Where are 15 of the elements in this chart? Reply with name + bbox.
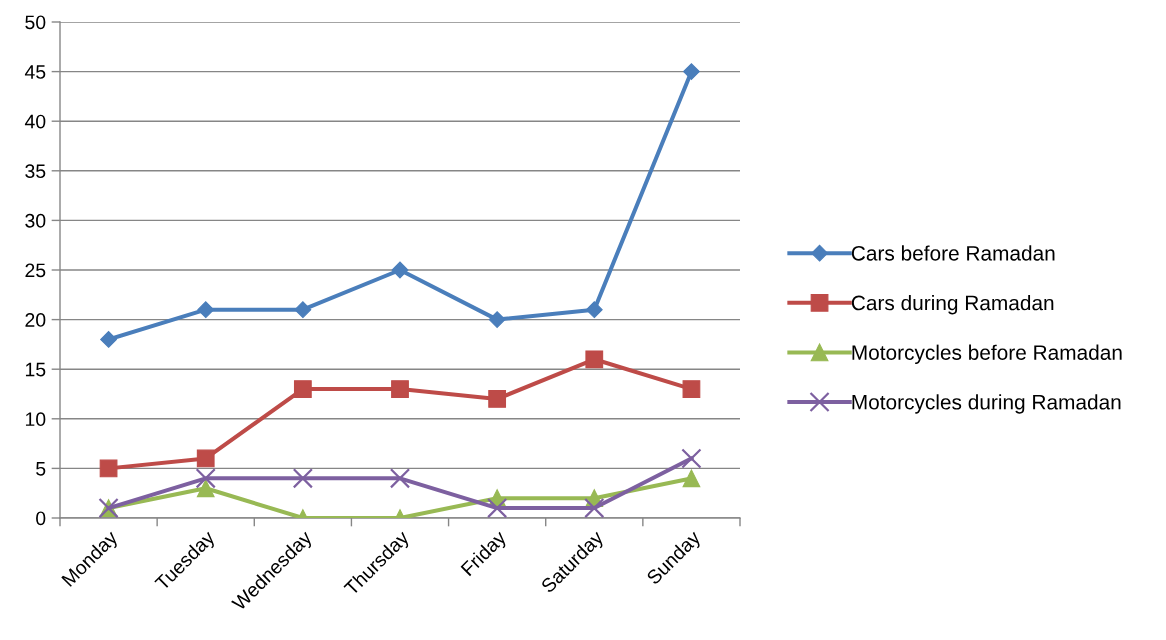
y-tick-label: 50 [25, 15, 46, 30]
y-tick-label: 45 [24, 65, 46, 79]
legend-label: Cars during Ramadan [851, 295, 1054, 315]
y-tick-label: 25 [25, 263, 46, 278]
y-tick-label: 0 [36, 511, 46, 526]
legend-label: Motorcycles during Ramadan [852, 394, 1121, 414]
legend-label: Cars before Ramadan [851, 245, 1055, 261]
y-tick-label: 35 [25, 164, 46, 179]
y-tick-label: 10 [25, 412, 46, 427]
y-tick-label: 40 [24, 114, 46, 129]
y-tick-label: 30 [25, 213, 46, 228]
y-tick-label: 15 [25, 362, 46, 377]
y-tick-label: 5 [36, 462, 46, 476]
legend-label: Motorcycles before Ramadan [852, 344, 1122, 365]
y-tick-label: 20 [25, 313, 46, 327]
